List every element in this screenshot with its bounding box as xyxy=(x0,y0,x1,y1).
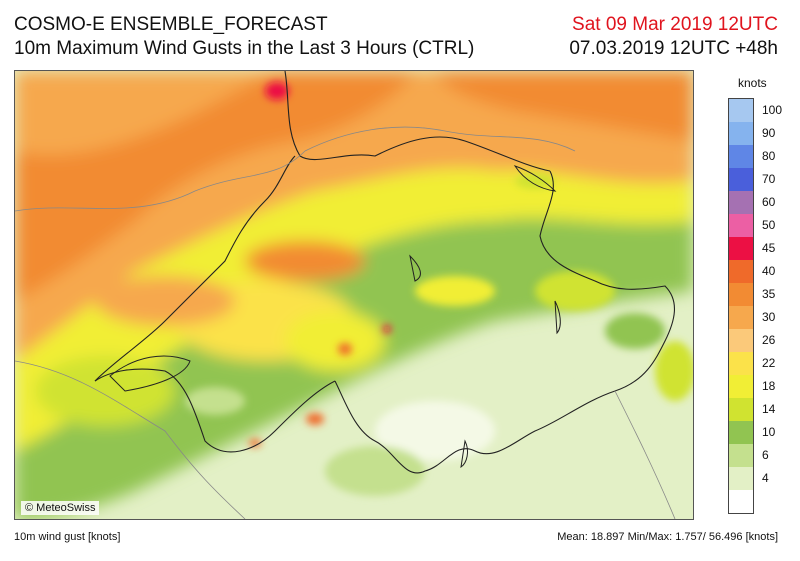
valid-time: Sat 09 Mar 2019 12UTC xyxy=(572,14,778,35)
gust-field xyxy=(15,71,693,519)
legend-swatch xyxy=(729,375,753,398)
gust-detail xyxy=(185,82,693,496)
country-borders xyxy=(94,71,676,474)
legend-label: 22 xyxy=(762,355,776,370)
legend-swatch xyxy=(729,398,753,421)
legend-label: 60 xyxy=(762,194,776,209)
legend-label: 4 xyxy=(762,470,769,485)
legend-swatch xyxy=(729,352,753,375)
legend-label: 30 xyxy=(762,309,776,324)
legend-swatch xyxy=(729,260,753,283)
legend-swatch xyxy=(729,145,753,168)
chart-title: COSMO-E ENSEMBLE_FORECAST xyxy=(14,14,328,35)
legend-swatch xyxy=(729,214,753,237)
legend-swatch xyxy=(729,490,753,513)
color-legend xyxy=(728,98,754,514)
legend-label: 45 xyxy=(762,240,776,255)
legend-swatch xyxy=(729,421,753,444)
legend-label: 18 xyxy=(762,378,776,393)
copyright-label: © MeteoSwiss xyxy=(21,501,100,515)
legend-swatch xyxy=(729,237,753,260)
legend-label: 10 xyxy=(762,424,776,439)
legend-label: 40 xyxy=(762,263,776,278)
legend-label: 35 xyxy=(762,286,776,301)
legend-label: 6 xyxy=(762,447,769,462)
legend-label: 100 xyxy=(762,102,783,117)
legend-label: 90 xyxy=(762,125,776,140)
regional-borders xyxy=(15,126,676,519)
legend-swatch xyxy=(729,191,753,214)
legend-swatch xyxy=(729,444,753,467)
legend-swatch xyxy=(729,283,753,306)
map-canvas xyxy=(15,71,693,519)
legend-label: 14 xyxy=(762,401,776,416)
legend-label: 50 xyxy=(762,217,776,232)
footer-variable: 10m wind gust [knots] xyxy=(14,531,121,543)
chart-subtitle: 10m Maximum Wind Gusts in the Last 3 Hou… xyxy=(14,38,475,59)
legend-swatch xyxy=(729,467,753,490)
wind-gust-map: © MeteoSwiss xyxy=(14,70,694,520)
legend-label: 80 xyxy=(762,148,776,163)
legend-label: 26 xyxy=(762,332,776,347)
legend-swatch xyxy=(729,329,753,352)
legend-unit: knots xyxy=(738,76,767,90)
legend-label: 70 xyxy=(762,171,776,186)
legend-swatch xyxy=(729,99,753,122)
footer-stats: Mean: 18.897 Min/Max: 1.757/ 56.496 [kno… xyxy=(557,531,778,543)
run-time: 07.03.2019 12UTC +48h xyxy=(569,38,778,59)
legend-swatch xyxy=(729,168,753,191)
lakes xyxy=(109,165,561,469)
legend-swatch xyxy=(729,122,753,145)
legend-swatch xyxy=(729,306,753,329)
